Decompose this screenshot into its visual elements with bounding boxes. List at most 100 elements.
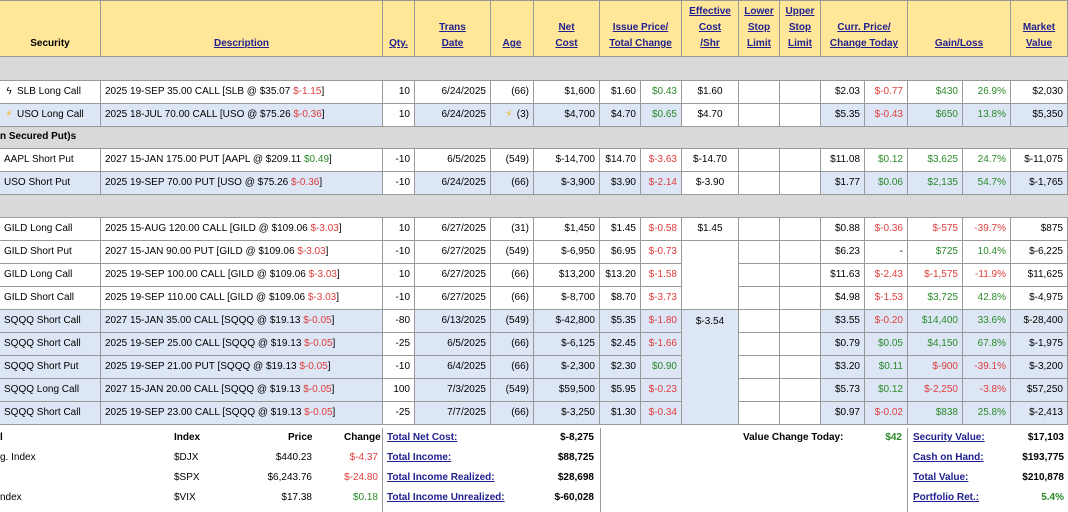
gain-loss-pct-cell: 13.8%: [963, 104, 1011, 127]
header-lower-stop[interactable]: Lower Stop Limit: [739, 0, 780, 57]
table-row[interactable]: SQQQ Short Put 2025 19-SEP 21.00 PUT [SQQ…: [0, 356, 1068, 379]
cash-on-hand-label[interactable]: Cash on Hand:: [913, 452, 984, 463]
security-cell[interactable]: GILD Short Put: [0, 241, 101, 264]
total-income-realized-label[interactable]: Total Income Realized:: [387, 472, 495, 483]
total-change-cell: $-2.14: [641, 172, 682, 195]
lower-stop-cell[interactable]: [739, 172, 780, 195]
qty-value: 10: [398, 269, 410, 280]
upper-stop-cell[interactable]: [780, 310, 821, 333]
table-row[interactable]: SQQQ Short Call 2027 15-JAN 35.00 CALL [S…: [0, 310, 1068, 333]
header-upper-stop[interactable]: Upper Stop Limit: [780, 0, 821, 57]
lower-stop-cell[interactable]: [739, 264, 780, 287]
table-row[interactable]: GILD Short Call 2025 19-SEP 110.00 CALL […: [0, 287, 1068, 310]
security-name: SQQQ Short Call: [4, 407, 81, 418]
market-value-cell: $-1,765: [1011, 172, 1068, 195]
header-description[interactable]: Description: [101, 0, 383, 57]
upper-stop-cell[interactable]: [780, 104, 821, 127]
upper-stop-cell[interactable]: [780, 333, 821, 356]
security-cell[interactable]: ⚡ USO Long Call: [0, 104, 101, 127]
security-cell[interactable]: GILD Long Call: [0, 218, 101, 241]
header-curr-price[interactable]: Curr. Price/Change Today: [821, 0, 908, 57]
description-cell[interactable]: 2027 15-JAN 90.00 PUT [GILD @ $109.06 $-…: [101, 241, 383, 264]
security-cell[interactable]: GILD Short Call: [0, 287, 101, 310]
net-cost-value: $-14,700: [555, 154, 595, 165]
description-cell[interactable]: 2027 15-JAN 175.00 PUT [AAPL @ $209.11 $…: [101, 149, 383, 172]
total-income-unrealized-label[interactable]: Total Income Unrealized:: [387, 492, 505, 503]
issue-price-cell: $3.90: [600, 172, 641, 195]
table-row[interactable]: SQQQ Short Call 2025 19-SEP 25.00 CALL [S…: [0, 333, 1068, 356]
upper-stop-cell[interactable]: [780, 81, 821, 104]
upper-stop-cell[interactable]: [780, 356, 821, 379]
table-row[interactable]: GILD Long Call 2025 19-SEP 100.00 CALL [G…: [0, 264, 1068, 287]
header-net-cost[interactable]: Net Cost: [534, 0, 600, 57]
lower-stop-cell[interactable]: [739, 287, 780, 310]
security-cell[interactable]: ϟ SLB Long Call: [0, 81, 101, 104]
header-age[interactable]: Age: [491, 0, 534, 57]
lower-stop-cell[interactable]: [739, 402, 780, 425]
header-qty[interactable]: Qty.: [383, 0, 415, 57]
lower-stop-cell[interactable]: [739, 333, 780, 356]
upper-stop-cell[interactable]: [780, 241, 821, 264]
total-net-cost-label[interactable]: Total Net Cost:: [387, 432, 458, 443]
description-cell[interactable]: 2025 19-SEP 21.00 PUT [SQQQ @ $19.13 $-0…: [101, 356, 383, 379]
header-trans-date[interactable]: Trans Date: [415, 0, 491, 57]
total-change-value: $-1.58: [648, 269, 677, 280]
description-cell[interactable]: 2027 15-JAN 35.00 CALL [SQQQ @ $19.13 $-…: [101, 310, 383, 333]
security-cell[interactable]: SQQQ Short Put: [0, 356, 101, 379]
description-cell[interactable]: 2025 19-SEP 25.00 CALL [SQQQ @ $19.13 $-…: [101, 333, 383, 356]
description-cell[interactable]: 2025 19-SEP 70.00 PUT [USO @ $75.26 $-0.…: [101, 172, 383, 195]
table-row[interactable]: SQQQ Long Call 2027 15-JAN 20.00 CALL [SQ…: [0, 379, 1068, 402]
issue-price-cell: $6.95: [600, 241, 641, 264]
upper-stop-cell[interactable]: [780, 402, 821, 425]
gain-loss-pct-cell: 67.8%: [963, 333, 1011, 356]
security-cell[interactable]: SQQQ Long Call: [0, 379, 101, 402]
upper-stop-cell[interactable]: [780, 172, 821, 195]
table-row[interactable]: AAPL Short Put 2027 15-JAN 175.00 PUT [AA…: [0, 149, 1068, 172]
description-cell[interactable]: 2025 19-SEP 100.00 CALL [GILD @ $109.06 …: [101, 264, 383, 287]
upper-stop-cell[interactable]: [780, 264, 821, 287]
header-security[interactable]: Security: [0, 0, 101, 57]
table-row[interactable]: SQQQ Short Call 2025 19-SEP 23.00 CALL [S…: [0, 402, 1068, 425]
header-effective-cost[interactable]: Effective Cost/Shr: [682, 0, 739, 57]
upper-stop-cell[interactable]: [780, 287, 821, 310]
description-cell[interactable]: 2025 19-SEP 35.00 CALL [SLB @ $35.07 $-1…: [101, 81, 383, 104]
security-cell[interactable]: SQQQ Short Call: [0, 402, 101, 425]
security-cell[interactable]: USO Short Put: [0, 172, 101, 195]
market-value-value: $875: [1040, 223, 1063, 234]
security-cell[interactable]: GILD Long Call: [0, 264, 101, 287]
qty-value: -25: [395, 338, 410, 349]
header-issue-price[interactable]: Issue Price/Total Change: [600, 0, 682, 57]
lower-stop-cell[interactable]: [739, 104, 780, 127]
gain-loss-cell: $725: [908, 241, 963, 264]
table-row[interactable]: GILD Short Put 2027 15-JAN 90.00 PUT [GIL…: [0, 241, 1068, 264]
security-cell[interactable]: AAPL Short Put: [0, 149, 101, 172]
portfolio-return-label[interactable]: Portfolio Ret.:: [913, 492, 980, 503]
description-cell[interactable]: 2025 15-AUG 120.00 CALL [GILD @ $109.06 …: [101, 218, 383, 241]
total-value-label[interactable]: Total Value:: [913, 472, 969, 483]
table-row[interactable]: ϟ SLB Long Call 2025 19-SEP 35.00 CALL [SL…: [0, 81, 1068, 104]
table-row[interactable]: GILD Long Call 2025 15-AUG 120.00 CALL [G…: [0, 218, 1068, 241]
security-value-label[interactable]: Security Value:: [913, 432, 985, 443]
gain-loss-cell: $2,135: [908, 172, 963, 195]
lower-stop-cell[interactable]: [739, 310, 780, 333]
upper-stop-cell[interactable]: [780, 149, 821, 172]
upper-stop-cell[interactable]: [780, 379, 821, 402]
table-row[interactable]: ⚡ USO Long Call 2025 18-JUL 70.00 CALL [US…: [0, 104, 1068, 127]
header-market-value[interactable]: Market Value: [1011, 0, 1068, 57]
lower-stop-cell[interactable]: [739, 218, 780, 241]
lower-stop-cell[interactable]: [739, 356, 780, 379]
description-cell[interactable]: 2025 19-SEP 110.00 CALL [GILD @ $109.06 …: [101, 287, 383, 310]
total-income-label[interactable]: Total Income:: [387, 452, 452, 463]
lower-stop-cell[interactable]: [739, 81, 780, 104]
table-row[interactable]: USO Short Put 2025 19-SEP 70.00 PUT [USO …: [0, 172, 1068, 195]
lower-stop-cell[interactable]: [739, 149, 780, 172]
security-cell[interactable]: SQQQ Short Call: [0, 310, 101, 333]
upper-stop-cell[interactable]: [780, 218, 821, 241]
description-cell[interactable]: 2027 15-JAN 20.00 CALL [SQQQ @ $19.13 $-…: [101, 379, 383, 402]
header-gain-loss[interactable]: Gain/Loss: [908, 0, 1011, 57]
lower-stop-cell[interactable]: [739, 379, 780, 402]
lower-stop-cell[interactable]: [739, 241, 780, 264]
description-cell[interactable]: 2025 19-SEP 23.00 CALL [SQQQ @ $19.13 $-…: [101, 402, 383, 425]
security-cell[interactable]: SQQQ Short Call: [0, 333, 101, 356]
description-cell[interactable]: 2025 18-JUL 70.00 CALL [USO @ $75.26 $-0…: [101, 104, 383, 127]
